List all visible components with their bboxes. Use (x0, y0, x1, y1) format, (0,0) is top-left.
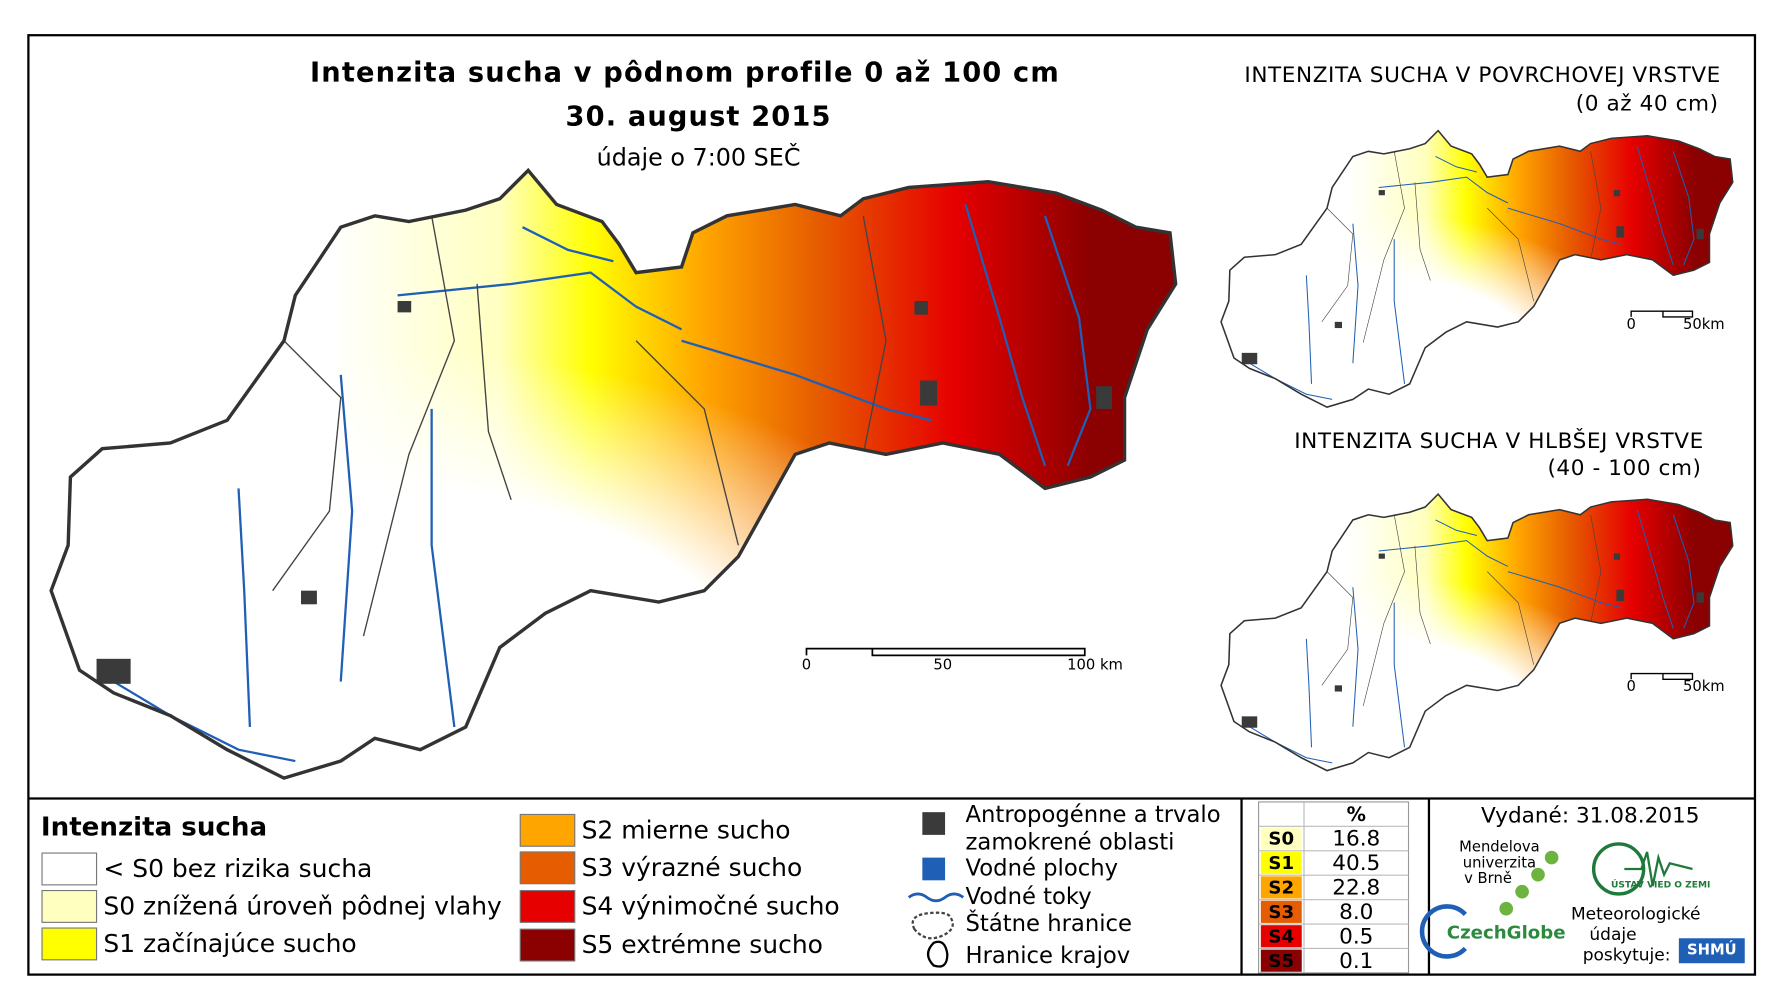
logos: Mendelova univerzita v Brně CzechGlobe Ú… (1419, 838, 1745, 965)
table-code: S5 (1268, 951, 1294, 972)
table-value: 8.0 (1339, 900, 1373, 925)
legend-label: S3 výrazné sucho (582, 853, 803, 882)
issued-date: Vydané: 31.08.2015 (1481, 804, 1699, 829)
legend-label: Hranice krajov (966, 943, 1131, 969)
table-value: 16.8 (1332, 827, 1380, 852)
table-value: 0.1 (1339, 949, 1373, 974)
legend-label: S1 začínajúce sucho (103, 929, 356, 958)
legend-label: S0 znížená úroveň pôdnej vlahy (103, 892, 502, 921)
map-note: údaje o 7:00 SEČ (597, 144, 801, 172)
legend-swatch (519, 928, 576, 962)
legend-classes: < S0 bez rizika sucha S0 znížená úroveň p… (41, 813, 840, 962)
map-date: 30. august 2015 (566, 102, 832, 133)
legend-swatch (41, 852, 98, 886)
logo-text: poskytuje: (1583, 945, 1671, 965)
legend-label: Štátne hranice (966, 909, 1132, 937)
legend-swatch (41, 889, 98, 923)
table-code: S0 (1268, 829, 1294, 850)
logo-text: univerzita (1463, 854, 1536, 871)
table-code-cell (1260, 900, 1302, 923)
legend-label: Vodné toky (966, 884, 1092, 910)
inset-title: INTENZITA SUCHA V HLBŠEJ VRSTVE (1294, 428, 1704, 454)
main-scale-bar: 0 50 100 km (802, 647, 1123, 674)
legend-swatch (519, 813, 576, 847)
inset-title: INTENZITA SUCHA V POVRCHOVEJ VRSTVE (1244, 63, 1720, 88)
table-code-cell (1260, 827, 1302, 850)
table-code-cell (1260, 949, 1302, 972)
table-frame (1258, 801, 1410, 974)
table-value: 22.8 (1332, 876, 1380, 901)
table-value: 0.5 (1339, 924, 1373, 949)
table-code: S3 (1268, 902, 1294, 923)
inset-scale-bar: 0 50km 0 50km (1626, 310, 1725, 695)
legend-label: S5 extrémne sucho (582, 930, 823, 959)
inset-subtitle: (40 - 100 cm) (1547, 456, 1701, 481)
legend-swatch (519, 851, 576, 885)
inset-subtitle: (0 až 40 cm) (1576, 92, 1719, 117)
legend-swatch (41, 927, 98, 961)
table-code: S2 (1268, 878, 1294, 899)
scale-label: 0 (1626, 316, 1635, 333)
table-code-cell (1260, 925, 1302, 948)
legend-swatch (519, 889, 576, 923)
scale-label: 0 (1626, 678, 1635, 695)
legend-label: S4 výnimočné sucho (582, 892, 840, 921)
logo-text: Meteorologické (1571, 904, 1700, 924)
table-header: % (1347, 803, 1366, 826)
percent-table: % S0 16.8 S1 40.5 S2 22.8 S3 8.0 S4 0.5 S5 0.1 (1258, 801, 1410, 974)
scale-label: 50km (1683, 316, 1725, 333)
legend-label: S2 mierne sucho (582, 815, 791, 844)
table-code: S4 (1268, 926, 1294, 947)
legend-label: zamokrené oblasti (966, 829, 1175, 855)
scale-label: 0 (802, 657, 811, 674)
legend-label: Antropogénne a trvalo (966, 802, 1221, 828)
scale-label: 50km (1683, 678, 1725, 695)
scale-label: 50 (933, 657, 952, 674)
logo-text: SHMÚ (1687, 941, 1737, 959)
table-value: 40.5 (1332, 851, 1380, 876)
logo-text: v Brně (1464, 870, 1512, 887)
logo-text: CzechGlobe (1447, 923, 1566, 944)
logo-text: Mendelova (1459, 838, 1539, 855)
table-code: S1 (1268, 853, 1294, 874)
legend-title: Intenzita sucha (41, 813, 267, 843)
table-code-cell (1260, 876, 1302, 899)
other-legend-icons (907, 812, 965, 968)
table-code-cell (1260, 851, 1302, 875)
legend-label: Vodné plochy (966, 855, 1119, 881)
map-title: Intenzita sucha v pôdnom profile 0 až 10… (310, 57, 1060, 88)
scale-label: 100 km (1067, 657, 1123, 674)
legend-label: < S0 bez rizika sucha (103, 854, 372, 883)
logo-text: údaje (1589, 925, 1636, 945)
logo-text: ÚSTAV VIED O ZEMI (1611, 878, 1710, 890)
